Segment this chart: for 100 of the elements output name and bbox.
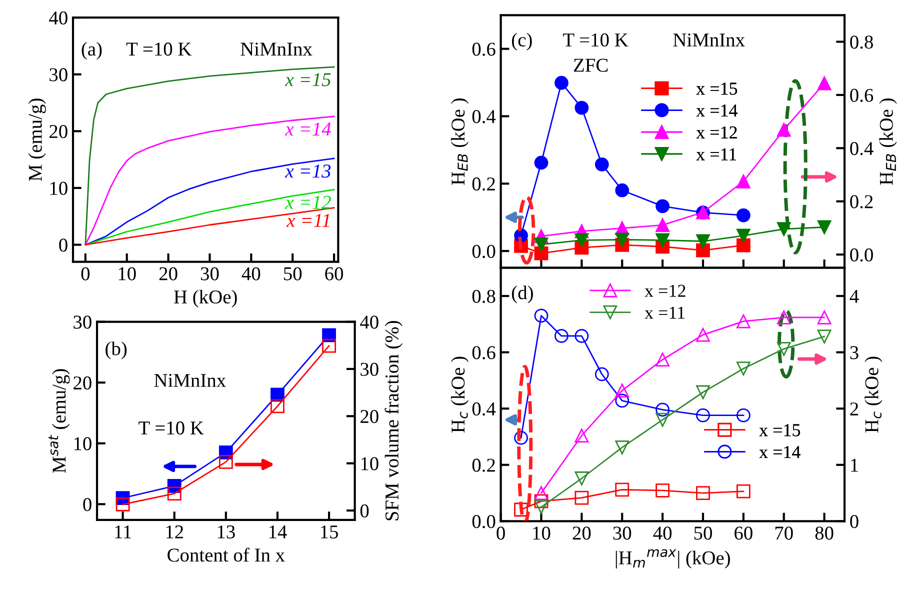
y2-tick-label: 3 <box>850 346 858 360</box>
point <box>736 228 750 243</box>
annotation: T =10 K <box>126 42 192 56</box>
point <box>574 471 589 486</box>
legend-label: x =15 <box>759 424 800 436</box>
legend-label: x =15 <box>696 82 738 95</box>
line-series <box>84 66 335 246</box>
legend-label: x =11 <box>644 306 685 319</box>
point <box>322 338 336 353</box>
point <box>736 314 750 328</box>
annotation: ZFC <box>574 58 608 72</box>
annotation: (d) <box>512 286 533 304</box>
point <box>514 502 528 517</box>
y-tick-label: 0.4 <box>472 402 496 416</box>
y-axis-title: H$_{EB}$ (kOe ) <box>450 98 469 185</box>
point <box>594 157 609 172</box>
point <box>534 246 548 260</box>
legend-label: x =14 <box>759 446 801 458</box>
annotation: T =10 K <box>563 33 628 47</box>
y2-tick-label: 20 <box>360 410 378 424</box>
point <box>554 76 568 90</box>
series-label: x =11 <box>286 214 330 227</box>
point <box>534 156 548 170</box>
y-tick-label: 20 <box>74 376 92 390</box>
point <box>615 384 630 398</box>
point <box>817 220 832 234</box>
y2-tick-label: 4 <box>850 290 859 303</box>
y2-tick-label: 1 <box>851 458 858 472</box>
y2-axis-title: SFM volume fraction (%) <box>384 321 403 520</box>
x-tick-label: 20 <box>572 526 591 540</box>
point <box>656 402 670 417</box>
y-tick-label: 20 <box>50 124 68 138</box>
y-tick-label: 30 <box>50 68 68 82</box>
y-tick-label: 0 <box>83 498 92 512</box>
point <box>270 399 284 414</box>
x-axis-title: H (kOe) <box>174 290 237 308</box>
x-tick-label: 10 <box>533 526 550 540</box>
x-axis-title: Content of In x <box>168 548 285 562</box>
x-tick-label: 14 <box>269 525 287 538</box>
y2-tick-label: 0 <box>850 514 858 528</box>
point <box>696 408 710 422</box>
x-tick-label: 0 <box>496 526 505 540</box>
point <box>736 484 750 498</box>
legend-label: x =14 <box>696 104 738 116</box>
y-tick-label: 10 <box>50 182 68 195</box>
y2-tick-label: 10 <box>361 457 378 470</box>
point <box>696 234 710 248</box>
x-tick-label: 15 <box>321 525 338 538</box>
point <box>656 484 670 498</box>
y-tick-label: 40 <box>49 11 68 25</box>
x-tick-label: 10 <box>118 267 136 280</box>
y2-tick-label: 0.0 <box>850 248 873 262</box>
point <box>736 208 750 222</box>
point <box>776 122 791 137</box>
annotation: T =10 K <box>138 421 204 435</box>
y2-tick-label: 0.8 <box>850 36 873 49</box>
point <box>656 352 670 367</box>
y-tick-label: 0.0 <box>472 244 496 258</box>
x-tick-label: 30 <box>613 526 632 540</box>
point <box>696 385 710 400</box>
x-tick-label: 80 <box>815 526 834 540</box>
x-tick-label: 60 <box>734 526 752 540</box>
point <box>574 428 589 443</box>
point <box>656 218 670 232</box>
point <box>594 367 609 382</box>
line-series <box>84 158 335 246</box>
line-series <box>84 116 335 246</box>
y2-axis-title: H$_{EB}$ (kOe ) <box>879 98 897 185</box>
x-tick-label: 60 <box>325 267 344 280</box>
point <box>776 310 791 324</box>
x-axis-title: |H$_{m}$$^{max}$| (kOe) <box>616 549 730 568</box>
y2-axis-title: H$_{c}$ (kOe ) <box>864 356 882 433</box>
point <box>534 500 548 514</box>
legend-label: x =11 <box>696 148 736 160</box>
y-tick-label: 0.8 <box>472 290 496 304</box>
y2-tick-label: 0 <box>360 504 369 518</box>
x-tick-label: 70 <box>775 526 793 540</box>
point <box>736 238 750 252</box>
x-tick-label: 40 <box>242 267 260 280</box>
y-tick-label: 30 <box>74 316 92 329</box>
x-tick-label: 12 <box>166 525 184 538</box>
y-tick-label: 0.0 <box>472 514 496 528</box>
point <box>574 100 589 115</box>
y-axis-title: H$_{c}$ (kOe ) <box>450 356 469 433</box>
point <box>534 308 548 323</box>
point <box>656 233 670 248</box>
annotation: NiMnInx <box>673 33 745 46</box>
y-tick-label: 0.6 <box>472 346 496 360</box>
line-series <box>84 207 335 246</box>
point <box>574 490 589 505</box>
point <box>554 329 568 343</box>
annotation: NiMnInx <box>154 374 226 387</box>
point <box>817 330 832 344</box>
annotation: NiMnInx <box>240 42 312 56</box>
x-tick-label: 13 <box>218 525 235 538</box>
point <box>514 430 528 445</box>
point <box>736 174 750 188</box>
point <box>574 233 589 248</box>
point <box>116 497 130 512</box>
y-axis-title: M (emu/g) <box>28 98 46 181</box>
